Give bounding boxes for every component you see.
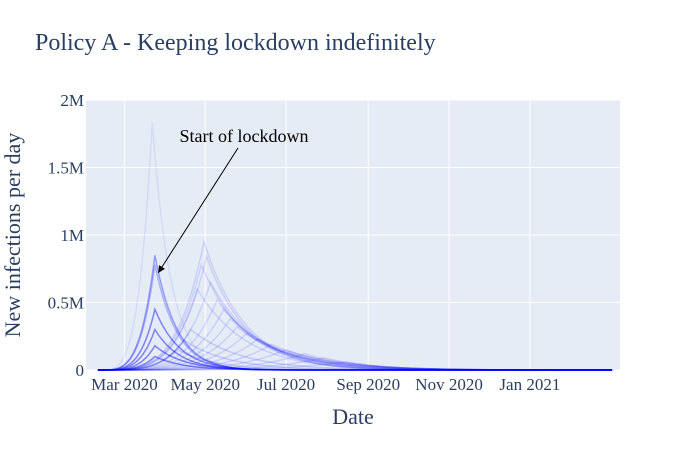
annotation: Start of lockdown [157, 126, 309, 274]
x-tick-label: Jul 2020 [257, 375, 315, 394]
series-line [97, 307, 612, 371]
series-line [97, 328, 612, 371]
series-line [97, 338, 612, 371]
y-tick-labels: 0 0.5M 1M 1.5M 2M [48, 91, 84, 380]
series-line [97, 332, 612, 371]
chart-title: Policy A - Keeping lockdown indefinitely [35, 30, 436, 56]
y-tick-label: 1M [60, 226, 84, 245]
series-line [97, 339, 612, 371]
series-line [97, 122, 612, 371]
series-line [97, 254, 612, 371]
series-line [97, 298, 612, 371]
y-tick-label: 0 [76, 361, 85, 380]
y-axis-title: New infections per day [0, 133, 25, 338]
series-line [97, 353, 614, 371]
series-line [97, 361, 614, 371]
series-line [97, 348, 612, 371]
series-line [97, 348, 612, 371]
series-group [97, 122, 614, 371]
annotation-label: Start of lockdown [180, 126, 309, 146]
x-tick-label: Nov 2020 [415, 375, 483, 394]
x-tick-label: May 2020 [171, 375, 240, 394]
series-line [97, 255, 612, 371]
series-line [97, 306, 612, 371]
annotation-arrow [157, 147, 239, 274]
grid [86, 99, 620, 371]
series-line [97, 344, 612, 371]
series-line [97, 327, 612, 371]
series-line [97, 355, 612, 371]
series-line [97, 280, 612, 371]
series-line [97, 325, 612, 371]
series-line [97, 357, 614, 371]
x-axis-title: Date [332, 404, 374, 429]
x-tick-label: Mar 2020 [91, 375, 158, 394]
annotation-arrowhead [158, 265, 165, 273]
series-line [97, 238, 612, 371]
y-tick-label: 1.5M [48, 159, 84, 178]
x-tick-label: Sep 2020 [336, 375, 400, 394]
x-tick-labels: Mar 2020 May 2020 Jul 2020 Sep 2020 Nov 2020… [91, 375, 560, 394]
series-line [97, 262, 612, 371]
y-tick-label: 2M [60, 91, 84, 110]
series-line [97, 343, 612, 371]
y-tick-label: 0.5M [48, 294, 84, 313]
series-line [97, 317, 612, 371]
series-line [97, 287, 612, 371]
series-line [97, 264, 612, 371]
x-tick-label: Jan 2021 [499, 375, 560, 394]
